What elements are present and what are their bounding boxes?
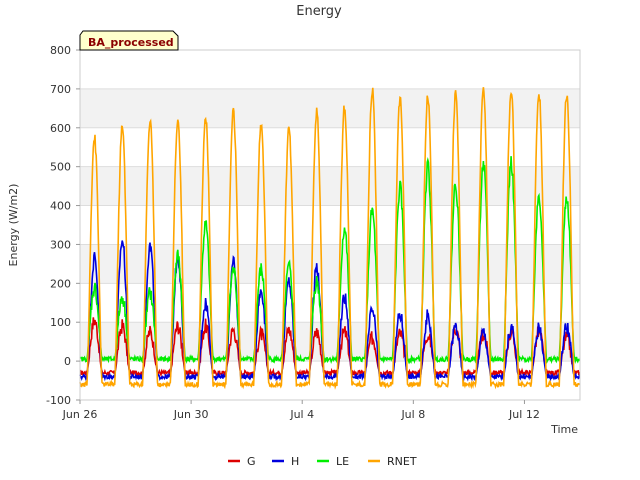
- x-axis-label: Time: [550, 423, 578, 436]
- legend-label: G: [247, 455, 256, 468]
- legend-label: RNET: [387, 455, 417, 468]
- legend-item-h: H: [272, 455, 299, 468]
- x-tick-label: Jun 30: [173, 408, 209, 421]
- y-axis-label: Energy (W/m2): [7, 184, 20, 267]
- series-line-rnet: [79, 87, 581, 390]
- chart-title: Energy: [296, 4, 342, 19]
- badge-label: BA_processed: [88, 36, 174, 49]
- series-line-h: [79, 240, 581, 382]
- y-tick-label: 800: [50, 44, 71, 57]
- series-line-le: [79, 156, 581, 365]
- y-axis-ticks: -100 0 100 200 300 400 500 600 700 800: [46, 44, 80, 407]
- y-tick-label: 300: [50, 238, 71, 251]
- y-tick-label: 500: [50, 161, 71, 174]
- y-tick-label: -100: [46, 394, 71, 407]
- legend-item-rnet: RNET: [368, 455, 417, 468]
- y-tick-label: 400: [50, 200, 71, 213]
- grid-band: [80, 244, 580, 284]
- x-tick-label: Jul 4: [289, 408, 314, 421]
- x-tick-label: Jun 26: [62, 408, 98, 421]
- x-axis-ticks: Jun 26 Jun 30 Jul 4 Jul 8 Jul 12: [62, 400, 540, 421]
- series-layer: [79, 87, 581, 390]
- y-tick-label: 200: [50, 277, 71, 290]
- legend: G H LE RNET: [228, 455, 417, 468]
- processing-badge: BA_processed: [79, 30, 179, 51]
- y-tick-label: 600: [50, 122, 71, 135]
- grid-band: [80, 88, 580, 128]
- y-tick-label: 700: [50, 83, 71, 96]
- series-line-g: [79, 317, 581, 379]
- legend-label: LE: [336, 455, 349, 468]
- y-tick-label: 100: [50, 316, 71, 329]
- grid-band: [80, 322, 580, 362]
- grid-band: [80, 166, 580, 206]
- x-tick-label: Jul 12: [508, 408, 540, 421]
- plot-background: [80, 88, 580, 362]
- y-tick-label: 0: [64, 355, 71, 368]
- legend-item-le: LE: [317, 455, 349, 468]
- legend-item-g: G: [228, 455, 256, 468]
- legend-label: H: [291, 455, 299, 468]
- x-tick-label: Jul 8: [400, 408, 425, 421]
- plot-frame: [79, 49, 581, 401]
